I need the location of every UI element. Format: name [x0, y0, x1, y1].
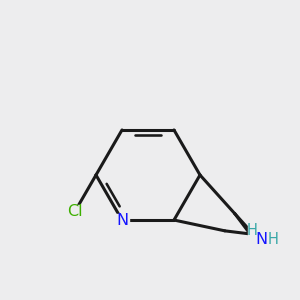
Text: N: N [116, 212, 128, 227]
Text: H: H [247, 223, 258, 238]
Bar [61, 205, 82, 219]
Bar [115, 214, 129, 226]
Text: H: H [268, 232, 279, 247]
Text: N: N [255, 232, 267, 247]
Text: Cl: Cl [67, 204, 83, 219]
Bar [248, 222, 284, 246]
